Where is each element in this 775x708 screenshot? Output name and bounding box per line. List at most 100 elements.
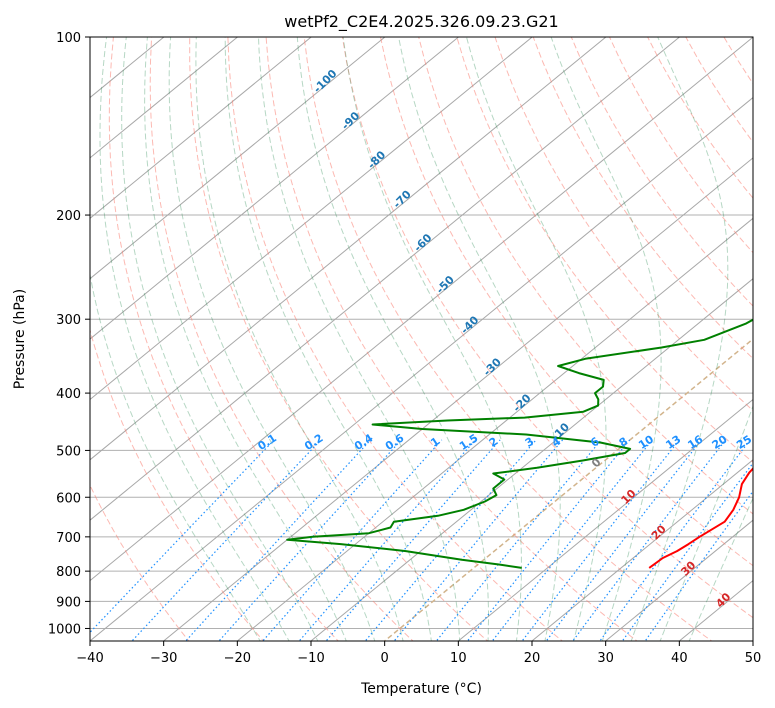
isotherm-line [383, 338, 753, 641]
mixing-ratio-line [572, 439, 727, 641]
isotherm-label: -70 [391, 188, 414, 211]
dry-adiabat-line [341, 37, 753, 619]
mixing-ratio-label: 20 [710, 432, 730, 451]
isotherm-label: -90 [339, 109, 362, 132]
isotherm-line [457, 398, 753, 641]
y-tick-label: 100 [56, 31, 81, 46]
dry-adiabat-line [647, 37, 753, 199]
mixing-ratio-label: 13 [663, 433, 683, 452]
dry-adiabat-line [609, 37, 753, 254]
isotherm-line [531, 459, 753, 641]
x-tick-label: 20 [524, 651, 541, 666]
moist-adiabat-line [398, 37, 561, 641]
moist-adiabat-line [99, 37, 290, 641]
chart-title: wetPf2_C2E4.2025.326.09.23.G21 [284, 12, 558, 32]
isotherm-label: -30 [481, 355, 504, 378]
temperature-profile-line [648, 467, 753, 569]
isotherm-label: -100 [311, 67, 340, 96]
mixing-ratio-label: 10 [636, 432, 656, 451]
y-tick-label: 300 [56, 313, 81, 328]
y-tick-label: 700 [56, 531, 81, 546]
x-tick-label: 10 [450, 651, 467, 666]
dry-adiabat-line [227, 37, 564, 641]
x-axis-ticks: −40 −30 −20 −10 0 10 20 30 40 50 [76, 641, 761, 666]
y-tick-label: 1000 [48, 622, 81, 637]
dry-adiabat-line [265, 37, 638, 641]
dry-adiabat-line [532, 37, 753, 360]
isotherm-line [752, 640, 753, 641]
mixing-ratio-line [393, 439, 564, 641]
dry-adiabat-line [189, 37, 489, 641]
mixing-ratio-line [298, 439, 476, 641]
moist-adiabat-line [342, 37, 522, 641]
dry-adiabat-line [108, 37, 339, 641]
y-tick-label: 500 [56, 444, 81, 459]
isotherm-line [90, 37, 533, 401]
mixing-ratio-line [325, 439, 501, 641]
moist-adiabat-line [688, 496, 753, 641]
y-tick-label: 200 [56, 209, 81, 224]
x-tick-label: −20 [224, 651, 251, 666]
moist-adiabat-line [466, 37, 607, 641]
mixing-ratio-label: 1.5 [457, 432, 480, 454]
moist-adiabat-line [90, 271, 261, 641]
dry-adiabat-line [570, 37, 753, 307]
y-tick-label: 800 [56, 565, 81, 580]
moist-adiabat-line [224, 37, 432, 641]
isotherm-line [90, 37, 681, 521]
isotherm-label: -50 [434, 273, 457, 296]
dry-adiabat-line [418, 37, 753, 515]
isotherm-line [310, 278, 753, 641]
moist-adiabat-line [659, 404, 753, 641]
isotherm-line [90, 37, 607, 461]
x-axis-label: Temperature (°C) [360, 681, 482, 697]
x-tick-label: −30 [150, 651, 177, 666]
moist-adiabat-line [121, 37, 319, 641]
mixing-ratio-label: 0.4 [352, 431, 376, 453]
mixing-ratio-line [466, 439, 631, 641]
isotherm-label: 10 [619, 487, 639, 507]
moist-adiabat-line [168, 37, 376, 641]
x-tick-label: 0 [381, 651, 389, 666]
isotherm-label: -20 [510, 391, 533, 414]
moist-adiabat-line [296, 37, 489, 641]
dry-adiabat-line [380, 37, 753, 567]
isotherm-label: 30 [678, 558, 698, 578]
isotherm-line [678, 579, 753, 641]
mixing-ratio-label: 25 [734, 433, 754, 452]
mixing-ratio-line [261, 439, 443, 641]
dry-adiabat-line [90, 328, 265, 641]
isotherm-line [604, 519, 753, 641]
isotherm-line [236, 217, 753, 641]
mixing-ratio-line [218, 439, 402, 641]
mixing-ratio-lines [90, 439, 753, 641]
moist-adiabat-line [550, 37, 662, 641]
y-axis-ticks: 100 200 300 400 500 600 700 800 900 1000 [48, 31, 90, 637]
sounding-profiles [286, 318, 753, 569]
isotherm-label: 40 [713, 590, 733, 610]
mixing-ratio-label: 30 [755, 432, 775, 451]
dry-adiabat-line [494, 37, 753, 412]
mixing-ratio-label: 16 [685, 432, 705, 451]
mixing-ratio-line [621, 462, 753, 641]
plot-frame [89, 36, 754, 642]
y-axis-label: Pressure (hPa) [12, 289, 28, 389]
dewpoint-profile-line [286, 318, 753, 569]
mixing-ratio-line [644, 490, 753, 641]
isotherm-label: -60 [411, 231, 434, 254]
x-tick-label: −40 [76, 651, 103, 666]
dry-adiabat-line [762, 37, 775, 643]
x-tick-label: −10 [297, 651, 324, 666]
mixing-ratio-line [90, 439, 275, 634]
dry-adiabat-line [456, 37, 753, 463]
mixing-ratio-line [131, 439, 322, 641]
moist-adiabat-line [144, 37, 347, 641]
isotherm-line [90, 37, 239, 159]
isotherm-line [90, 37, 386, 280]
dry-adiabat-line [90, 484, 190, 641]
plot-area: -100-90-80-70-60-50-40-30-20-10010203040… [90, 37, 775, 643]
isotherm-line [90, 37, 312, 219]
isotherm-line [90, 37, 753, 582]
moist-adiabat-line [258, 37, 461, 641]
